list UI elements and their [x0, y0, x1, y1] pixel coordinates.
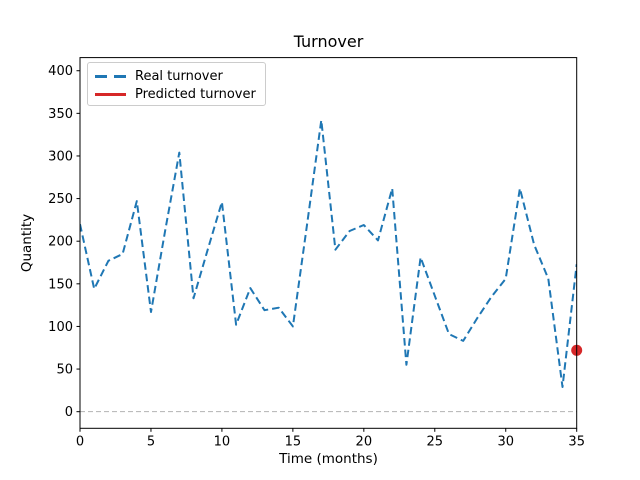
real-turnover-line: [80, 119, 577, 388]
y-tick-label: 300: [48, 149, 73, 164]
x-tick-label: 0: [76, 434, 84, 449]
legend-swatch-dashed-line-icon: [95, 74, 126, 78]
legend-label-real: Real turnover: [135, 68, 223, 84]
x-tick-label: 10: [214, 434, 231, 449]
legend: Real turnover Predicted turnover: [87, 62, 266, 106]
legend-item-predicted: Predicted turnover: [95, 85, 258, 103]
y-tick-label: 350: [48, 107, 73, 122]
y-tick-label: 200: [48, 235, 73, 250]
x-tick-label: 20: [356, 434, 373, 449]
y-tick-label: 400: [48, 64, 73, 79]
y-tick-label: 250: [48, 192, 73, 207]
axes-spines: [79, 57, 578, 429]
chart-title: Turnover: [293, 32, 364, 51]
y-tick-label: 150: [48, 277, 73, 292]
y-tick-label: 0: [65, 405, 73, 420]
x-tick-label: 15: [285, 434, 302, 449]
x-tick-label: 5: [147, 434, 155, 449]
legend-label-predicted: Predicted turnover: [135, 86, 256, 102]
y-axis-label: Quantity: [19, 213, 35, 273]
x-tick-label: 35: [568, 434, 585, 449]
x-tick-label: 30: [497, 434, 514, 449]
legend-swatch-solid-line-icon: [95, 92, 126, 96]
legend-item-real: Real turnover: [95, 67, 258, 85]
x-axis-label: Time (months): [279, 451, 378, 467]
y-tick-label: 50: [56, 363, 73, 378]
y-tick-label: 100: [48, 320, 73, 335]
x-tick-label: 25: [427, 434, 444, 449]
